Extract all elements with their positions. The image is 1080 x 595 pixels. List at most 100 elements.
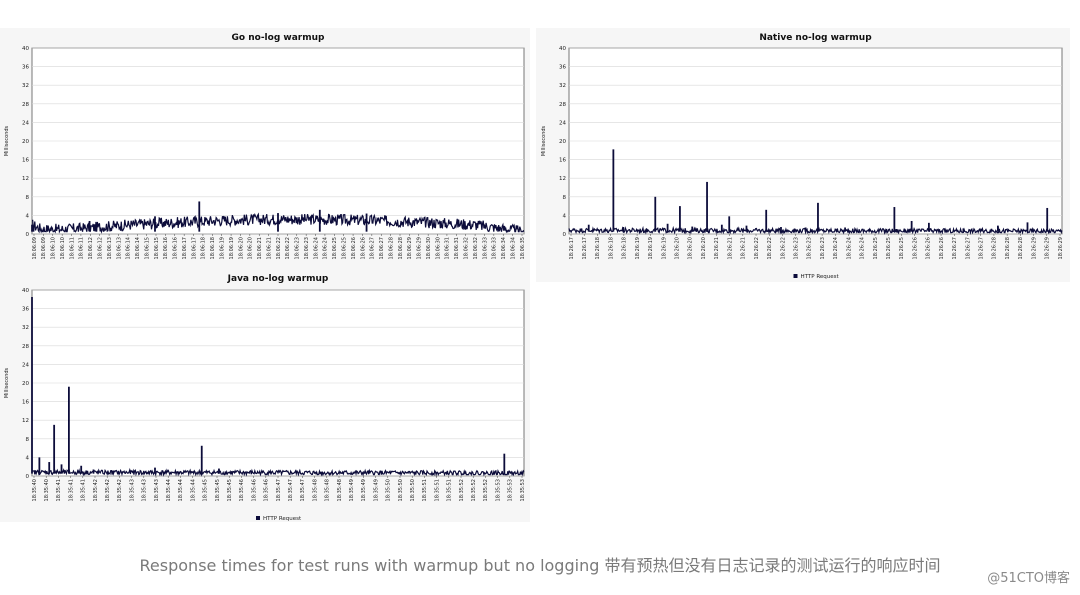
x-tick-label: 18:26:17: [569, 237, 575, 259]
y-tick-label: 36: [559, 65, 566, 71]
x-tick-label: 18:06:16: [163, 237, 169, 259]
x-tick-label: 18:06:29: [407, 237, 413, 259]
x-tick-label: 18:06:09: [32, 237, 38, 259]
x-tick-label: 18:26:28: [1005, 237, 1011, 259]
y-tick-label: 28: [22, 102, 29, 108]
x-tick-label: 18:06:23: [295, 237, 301, 259]
series-line: [31, 467, 525, 477]
x-tick-label: 18:06:15: [154, 237, 160, 259]
x-tick-label: 18:06:10: [51, 237, 57, 259]
x-tick-label: 18:26:22: [780, 237, 786, 259]
x-tick-label: 18:26:21: [714, 237, 720, 259]
x-tick-label: 18:26:27: [952, 237, 958, 259]
x-tick-label: 18:26:28: [992, 237, 998, 259]
x-tick-label: 18:06:19: [219, 237, 225, 259]
x-tick-label: 18:06:35: [520, 237, 526, 259]
x-tick-label: 18:35:53: [495, 479, 501, 501]
x-tick-label: 18:35:45: [215, 479, 221, 501]
x-tick-label: 18:26:19: [661, 237, 667, 259]
x-tick-label: 18:35:44: [190, 479, 196, 501]
x-tick-label: 18:06:19: [229, 237, 235, 259]
x-tick-label: 18:35:47: [288, 479, 294, 501]
x-tick-label: 18:35:48: [312, 479, 318, 501]
y-axis-label: Milliseconds: [4, 367, 10, 398]
x-tick-label: 18:06:21: [257, 237, 263, 259]
x-tick-label: 18:35:41: [68, 479, 74, 501]
java-chart: Java no-log warmup 0 4 8 12 16 20 24 28 32 36 40 Mil…: [4, 274, 526, 522]
y-tick-label: 12: [559, 176, 566, 182]
x-tick-label: 18:35:45: [203, 479, 209, 501]
x-tick-label: 18:35:40: [44, 479, 50, 501]
x-tick-label: 18:06:11: [69, 237, 75, 259]
y-tick-label: 8: [563, 195, 567, 201]
x-tick-label: 18:06:29: [417, 237, 423, 259]
x-tick-label: 18:06:11: [79, 237, 85, 259]
x-tick-label: 18:26:20: [675, 237, 681, 259]
x-tick-label: 18:06:28: [388, 237, 394, 259]
x-tick-label: 18:35:44: [166, 479, 172, 501]
go-chart: Go no-log warmup 0 4 8 12 16 20 24 28 32 36 40 Milli…: [4, 33, 526, 259]
x-tick-label: 18:26:23: [793, 237, 799, 259]
y-tick-label: 8: [26, 195, 30, 201]
x-tick-label: 18:06:12: [97, 237, 103, 259]
native-chart: Native no-log warmup 0 4 8 12 16 20 24 28 32 36 40 M…: [541, 33, 1064, 280]
x-tick-label: 18:35:48: [337, 479, 343, 501]
x-tick-label: 18:06:13: [107, 237, 113, 259]
x-tick-label: 18:06:17: [191, 237, 197, 259]
y-tick-label: 16: [22, 158, 29, 164]
legend-swatch: [793, 274, 798, 278]
x-tick-label: 18:06:31: [454, 237, 460, 259]
y-tick-label: 0: [563, 232, 567, 238]
y-tick-label: 8: [26, 437, 30, 443]
x-tick-label: 18:26:24: [833, 237, 839, 259]
x-tick-label: 18:06:10: [60, 237, 66, 259]
x-tick-label: 18:06:14: [135, 237, 141, 259]
x-tick-label: 18:26:18: [622, 237, 628, 259]
x-tick-label: 18:06:12: [88, 237, 94, 259]
y-tick-label: 24: [22, 362, 29, 368]
x-tick-label: 18:26:24: [846, 237, 852, 259]
x-tick-label: 18:35:43: [129, 479, 135, 501]
y-tick-label: 32: [22, 83, 29, 89]
x-tick-label: 18:35:49: [349, 479, 355, 501]
x-tick-label: 18:06:20: [248, 237, 254, 259]
x-tick-label: 18:06:26: [351, 237, 357, 259]
x-tick-label: 18:06:18: [210, 237, 216, 259]
x-tick-label: 18:06:22: [276, 237, 282, 259]
x-tick-label: 18:26:22: [754, 237, 760, 259]
x-tick-label: 18:26:21: [741, 237, 747, 259]
x-tick-label: 18:35:52: [483, 479, 489, 501]
x-tick-label: 18:35:41: [56, 479, 62, 501]
x-tick-label: 18:35:42: [93, 479, 99, 501]
x-tick-label: 18:06:31: [445, 237, 451, 259]
x-tick-label: 18:26:18: [595, 237, 601, 259]
y-tick-label: 16: [22, 400, 29, 406]
x-tick-label: 18:06:14: [126, 237, 132, 259]
x-tick-label: 18:26:23: [807, 237, 813, 259]
x-tick-label: 18:26:17: [582, 237, 588, 259]
x-tick-label: 18:35:43: [142, 479, 148, 501]
x-tick-label: 18:35:49: [373, 479, 379, 501]
x-tick-label: 18:26:20: [688, 237, 694, 259]
watermark: @51CTO博客: [987, 571, 1070, 586]
x-tick-label: 18:06:17: [182, 237, 188, 259]
series-line: [568, 225, 1063, 235]
y-tick-label: 12: [22, 418, 29, 424]
figure-caption: Response times for test runs with warmup…: [139, 556, 941, 575]
x-tick-label: 18:35:51: [422, 479, 428, 501]
x-tick-label: 18:35:50: [398, 479, 404, 501]
x-tick-label: 18:35:51: [434, 479, 440, 501]
y-tick-label: 40: [22, 46, 29, 52]
x-tick-label: 18:26:24: [860, 237, 866, 259]
x-tick-label: 18:06:32: [463, 237, 469, 259]
x-tick-label: 18:26:20: [701, 237, 707, 259]
x-tick-label: 18:06:24: [323, 237, 329, 259]
x-tick-label: 18:06:18: [201, 237, 207, 259]
y-axis-label: Milliseconds: [4, 125, 10, 156]
y-tick-label: 4: [26, 213, 30, 219]
y-tick-label: 0: [26, 474, 30, 480]
x-tick-label: 18:06:27: [379, 237, 385, 259]
x-tick-label: 18:26:21: [727, 237, 733, 259]
x-tick-label: 18:06:23: [304, 237, 310, 259]
y-tick-label: 4: [563, 213, 567, 219]
